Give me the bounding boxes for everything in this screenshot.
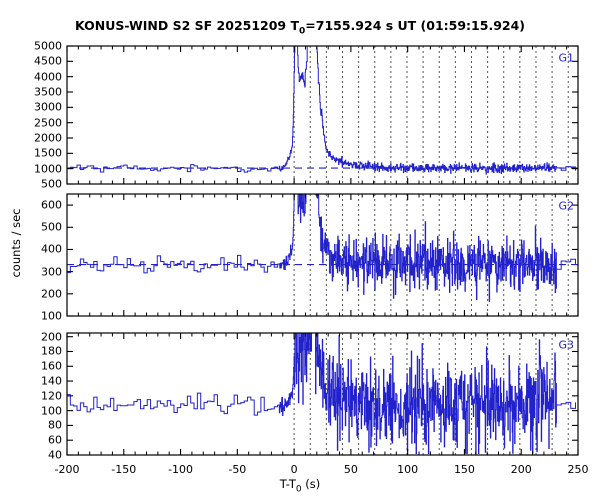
ytick-g3-160: 160 — [41, 359, 62, 373]
ytick-g1-5000: 5000 — [34, 39, 62, 53]
xtick-0: 0 — [290, 463, 298, 476]
xtick-100: 100 — [397, 463, 419, 476]
ytick-g2-400: 400 — [41, 242, 62, 256]
panel-frame-g3 — [66, 332, 579, 456]
ytick-g3-140: 140 — [41, 374, 62, 388]
panel-tag-g1: G1 — [558, 51, 574, 65]
xtick-50: 50 — [343, 463, 358, 476]
ytick-g1-4500: 4500 — [34, 54, 62, 68]
panel-frame-g1 — [66, 45, 579, 185]
xtick-250: 250 — [567, 463, 589, 476]
ytick-g3-80: 80 — [48, 418, 62, 432]
xtick--150: -150 — [111, 463, 137, 476]
ytick-g3-200: 200 — [41, 330, 62, 344]
x-axis-label: T-T0 (s) — [0, 477, 600, 494]
title-pre: KONUS-WIND S2 SF 20251209 T — [74, 18, 300, 33]
light-curve-g3 — [67, 333, 576, 455]
xtick-150: 150 — [453, 463, 475, 476]
ytick-g1-3500: 3500 — [34, 85, 62, 99]
xtick--50: -50 — [228, 463, 247, 476]
title-subscript: 0 — [299, 26, 306, 37]
ytick-g3-120: 120 — [41, 389, 62, 403]
xlabel-pre: T-T — [279, 477, 296, 491]
ytick-g1-1000: 1000 — [34, 162, 62, 176]
xlabel-subscript: 0 — [295, 484, 302, 495]
ytick-g1-2000: 2000 — [34, 131, 62, 145]
light-curve-g1 — [67, 46, 576, 175]
xtick-200: 200 — [510, 463, 532, 476]
ytick-g1-2500: 2500 — [34, 116, 62, 130]
gridlines-g2 — [293, 194, 569, 316]
light-curve-g2 — [67, 194, 576, 302]
xlabel-post: (s) — [301, 477, 321, 491]
ytick-g3-100: 100 — [41, 404, 62, 418]
ytick-g3-60: 60 — [48, 433, 62, 447]
ytick-g1-500: 500 — [41, 177, 62, 191]
ytick-g3-180: 180 — [41, 344, 62, 358]
ytick-g2-100: 100 — [41, 309, 62, 323]
ytick-g2-600: 600 — [41, 198, 62, 212]
gridlines-g1 — [293, 46, 569, 184]
ytick-g3-40: 40 — [48, 448, 62, 462]
xtick--100: -100 — [168, 463, 194, 476]
title-post: =7155.924 s UT (01:59:15.924) — [305, 18, 526, 33]
ytick-g2-300: 300 — [41, 265, 62, 279]
ytick-g1-1500: 1500 — [34, 146, 62, 160]
ytick-g1-4000: 4000 — [34, 70, 62, 84]
xtick--200: -200 — [54, 463, 80, 476]
ytick-g2-500: 500 — [41, 220, 62, 234]
panel-tag-g3: G3 — [558, 338, 574, 352]
chart-title: KONUS-WIND S2 SF 20251209 T0=7155.924 s … — [0, 18, 600, 37]
panel-tag-g2: G2 — [558, 199, 574, 213]
ytick-g1-3000: 3000 — [34, 100, 62, 114]
ytick-g2-200: 200 — [41, 287, 62, 301]
panel-frame-g2 — [66, 193, 579, 317]
